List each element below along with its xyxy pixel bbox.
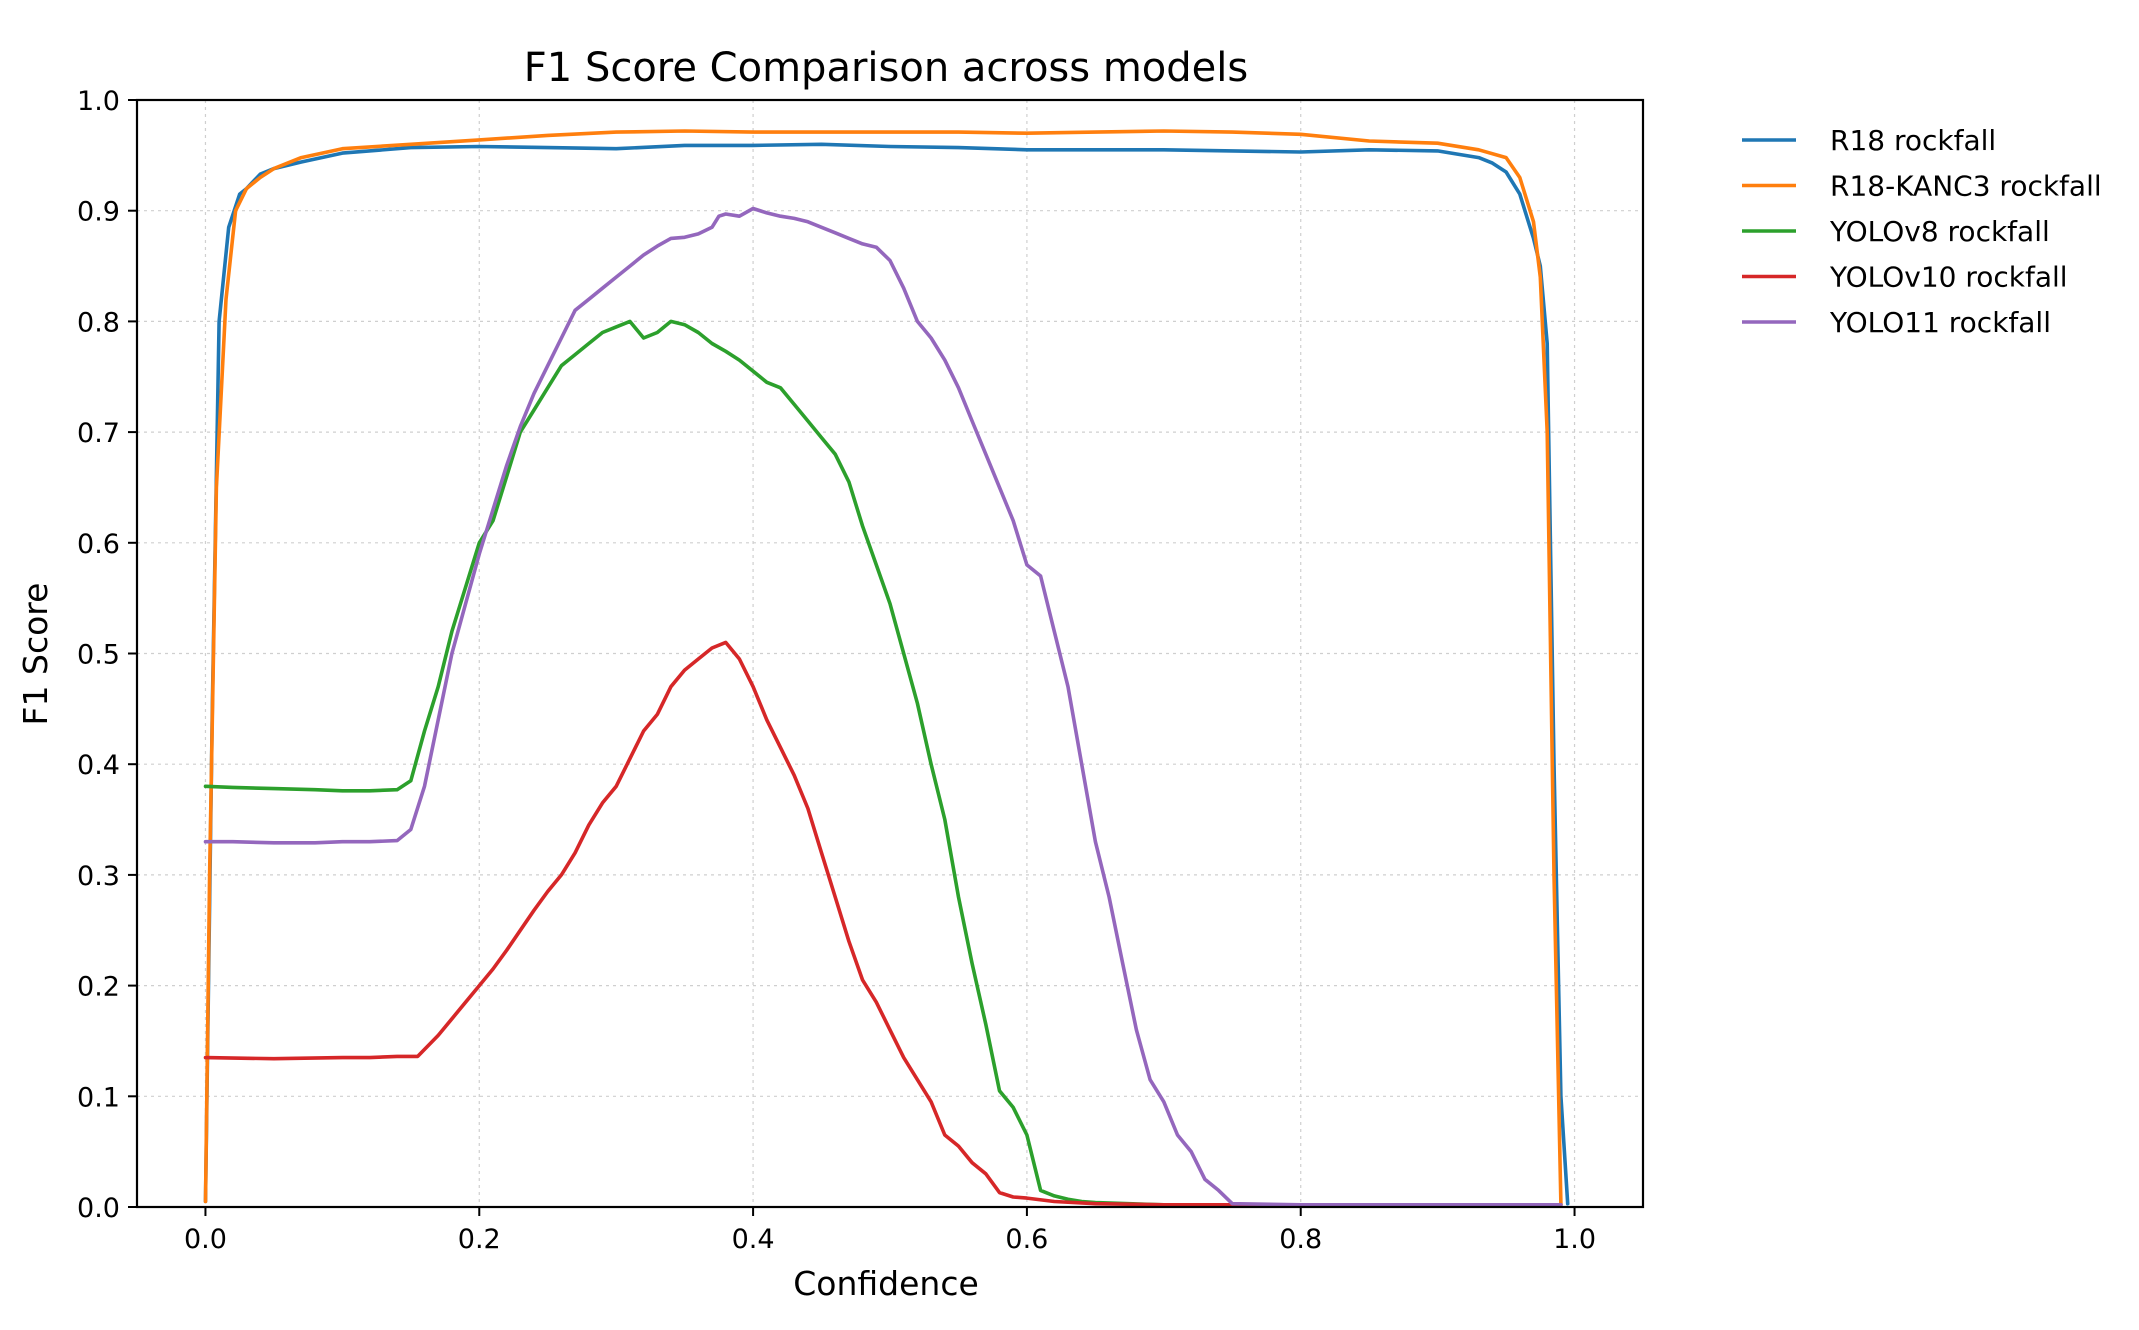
y-tick-label: 0.4 xyxy=(77,750,120,781)
x-tick-label: 1.0 xyxy=(1553,1224,1596,1255)
y-tick-label: 0.9 xyxy=(77,197,120,228)
legend-label-r18-kanc3-rockfall: R18-KANC3 rockfall xyxy=(1830,170,2102,203)
series-line-yolo11-rockfall xyxy=(203,206,1563,1207)
legend-label-yolov10-rockfall: YOLOv10 rockfall xyxy=(1829,261,2068,294)
y-tick-label: 0.1 xyxy=(77,1082,120,1113)
series-line-r18-kanc3-rockfall xyxy=(203,129,1563,1206)
y-tick-label: 0.5 xyxy=(77,640,120,671)
series-line-yolov8-rockfall xyxy=(203,319,1563,1207)
x-tick-label: 0.0 xyxy=(184,1224,227,1255)
legend-label-yolov8-rockfall: YOLOv8 rockfall xyxy=(1829,215,2050,248)
x-tick-label: 0.6 xyxy=(1005,1224,1048,1255)
y-tick-label: 0.2 xyxy=(77,972,120,1003)
legend-label-r18-rockfall: R18 rockfall xyxy=(1830,124,1996,157)
legend-label-yolo11-rockfall: YOLO11 rockfall xyxy=(1829,306,2051,339)
y-tick-label: 0.8 xyxy=(77,307,120,338)
series-line-r18-rockfall xyxy=(203,142,1570,1206)
y-tick-label: 0.0 xyxy=(77,1193,120,1224)
plot-area-lines xyxy=(203,129,1570,1207)
y-tick-label: 0.7 xyxy=(77,418,120,449)
y-tick-label: 0.3 xyxy=(77,861,120,892)
x-tick-label: 0.4 xyxy=(732,1224,775,1255)
legend: R18 rockfall R18-KANC3 rockfall YOLOv8 roc… xyxy=(1742,124,2102,339)
x-tick-label: 0.8 xyxy=(1279,1224,1322,1255)
chart-title: F1 Score Comparison across models xyxy=(524,45,1248,91)
y-tick-label: 0.6 xyxy=(77,529,120,560)
x-tick-label: 0.2 xyxy=(458,1224,501,1255)
y-axis-label: F1 Score xyxy=(16,583,55,726)
x-axis-label: Confidence xyxy=(793,1264,979,1303)
y-tick-label: 1.0 xyxy=(77,86,120,117)
axis-ticks: 0.0 0.2 0.4 0.6 0.8 1.0 0.0 0.1 0.2 0.3 0.4 0.5 0.6 0… xyxy=(77,86,1596,1255)
series-line-yolov10-rockfall xyxy=(203,640,1563,1207)
